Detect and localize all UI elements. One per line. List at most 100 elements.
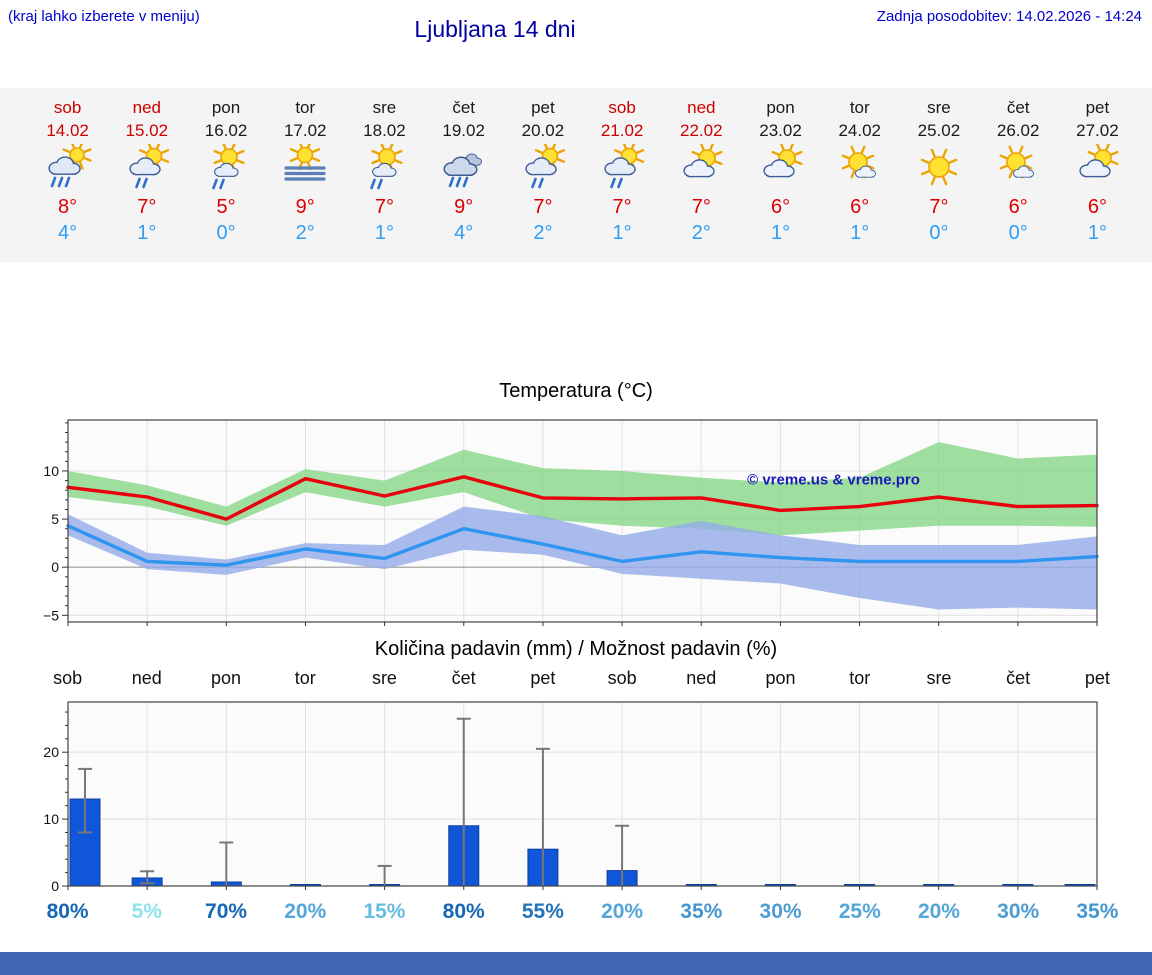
precip-day-label: tor (294, 668, 316, 688)
precip-day-label: sob (53, 668, 83, 688)
low-temp: 1° (850, 222, 870, 244)
high-temp: 7° (691, 196, 711, 218)
sun-rain-light-icon (186, 141, 265, 192)
precip-probability: 80% (442, 900, 485, 923)
precip-probability: 35% (680, 900, 723, 923)
precip-day-label: sob (607, 668, 637, 688)
low-temp: 4° (58, 222, 78, 244)
precip-day-label: pet (1084, 668, 1110, 688)
precip-probability: 25% (838, 900, 881, 923)
high-temp: 7° (533, 196, 553, 218)
high-temp: 6° (850, 196, 870, 218)
day-date: 23.02 (759, 121, 802, 140)
high-temp: 7° (374, 196, 395, 218)
low-temp: 2° (533, 222, 553, 244)
high-temp: 9° (454, 196, 474, 218)
low-temp: 2° (691, 222, 711, 244)
high-temp: 9° (295, 196, 315, 218)
sun-rain-icon (503, 140, 582, 192)
high-temp: 5° (216, 196, 236, 218)
forecast-day-19.02: čet 19.02 9° 4° (424, 98, 503, 262)
high-temp: 6° (770, 196, 791, 218)
forecast-day-15.02: ned 15.02 7° 1° (107, 98, 186, 262)
day-name: tor (295, 98, 316, 117)
forecast-day-14.02: sob 14.02 8° 4° (28, 98, 107, 262)
day-name: sre (927, 98, 951, 117)
precip-probability: 20% (284, 900, 327, 923)
rain-heavy-icon (424, 144, 503, 192)
day-date: 19.02 (442, 121, 485, 140)
forecast-day-23.02: pon 23.02 6° 1° (741, 98, 820, 262)
day-name: sre (372, 98, 397, 117)
precip-day-label: ned (686, 668, 717, 688)
svg-text:−5: −5 (43, 607, 59, 623)
precip-probability: 55% (521, 900, 564, 923)
day-name: čet (1006, 98, 1030, 117)
footer-bar (0, 952, 1152, 975)
day-name: pet (1085, 98, 1110, 117)
sun-rain-icon (583, 140, 662, 192)
svg-text:10: 10 (43, 463, 59, 479)
partly-cloudy-icon (741, 142, 820, 192)
day-name: tor (849, 98, 870, 117)
precip-day-label: sre (926, 668, 952, 688)
low-temp: 1° (137, 222, 157, 244)
precip-day-label: sre (371, 668, 397, 688)
forecast-day-21.02: sob 21.02 7° 1° (583, 98, 662, 262)
high-temp: 7° (929, 196, 949, 218)
low-temp: 0° (929, 222, 949, 244)
day-name: ned (687, 98, 716, 117)
temperature-chart-title: Temperatura (°C) (499, 380, 653, 402)
forecast-day-25.02: sre 25.02 7° 0° (899, 98, 978, 262)
precip-probability: 20% (917, 900, 960, 923)
svg-text:5: 5 (51, 511, 59, 527)
low-temp: 4° (454, 222, 474, 244)
precip-probability: 70% (205, 900, 248, 923)
low-temp: 0° (216, 222, 236, 244)
precip-day-label: pet (530, 668, 556, 688)
day-name: pon (211, 98, 241, 117)
precipitation-chart-title: Količina padavin (mm) / Možnost padavin … (374, 638, 778, 660)
precip-probability: 35% (1076, 900, 1119, 923)
forecast-day-24.02: tor 24.02 6° 1° (820, 98, 899, 262)
forecast-strip: sob 14.02 8° 4° ned 15.02 7° 1° pon 16.02 5° 0° tor 1… (0, 88, 1152, 262)
day-date: 25.02 (917, 121, 961, 140)
precip-probability: 80% (46, 900, 89, 923)
high-temp: 7° (137, 196, 157, 218)
precipitation-chart: 0 10 20 (43, 701, 1098, 894)
day-date: 26.02 (996, 121, 1040, 140)
sunny-icon (899, 144, 978, 192)
day-date: 22.02 (680, 121, 723, 140)
watermark-link[interactable]: © vreme.us & vreme.pro (747, 471, 920, 488)
fog-sun-icon (266, 139, 345, 192)
forecast-day-20.02: pet 20.02 7° 2° (503, 98, 582, 262)
partly-cloudy-icon (662, 142, 741, 192)
day-name: pet (531, 98, 555, 117)
menu-hint: (kraj lahko izberete v meniju) (8, 8, 200, 25)
low-temp: 0° (1008, 222, 1028, 244)
precip-day-labels: sob ned pon tor sre čet pet sob ned pon tor sre čet p… (28, 668, 1137, 694)
svg-text:0: 0 (51, 559, 59, 575)
high-temp: 6° (1008, 196, 1028, 218)
day-name: sob (53, 98, 82, 117)
sun-rain-heavy-icon (28, 140, 107, 192)
day-date: 15.02 (125, 121, 169, 140)
sun-rain-light-icon (345, 141, 424, 192)
day-date: 24.02 (838, 121, 882, 140)
forecast-day-22.02: ned 22.02 7° 2° (662, 98, 741, 262)
low-temp: 1° (770, 222, 791, 244)
low-temp: 1° (374, 222, 395, 244)
low-temp: 1° (1087, 222, 1107, 244)
day-name: pon (766, 98, 795, 117)
low-temp: 1° (612, 222, 632, 244)
low-temp: 2° (295, 222, 315, 244)
forecast-day-16.02: pon 16.02 5° 0° (186, 98, 265, 262)
spacer (0, 262, 1152, 380)
day-name: ned (132, 98, 161, 117)
page-title: Ljubljana 14 dni (414, 16, 576, 42)
forecast-day-17.02: tor 17.02 9° 2° (266, 98, 345, 262)
day-date: 16.02 (204, 121, 248, 140)
precip-probability: 15% (363, 900, 406, 923)
partly-cloudy-icon (1058, 142, 1137, 192)
